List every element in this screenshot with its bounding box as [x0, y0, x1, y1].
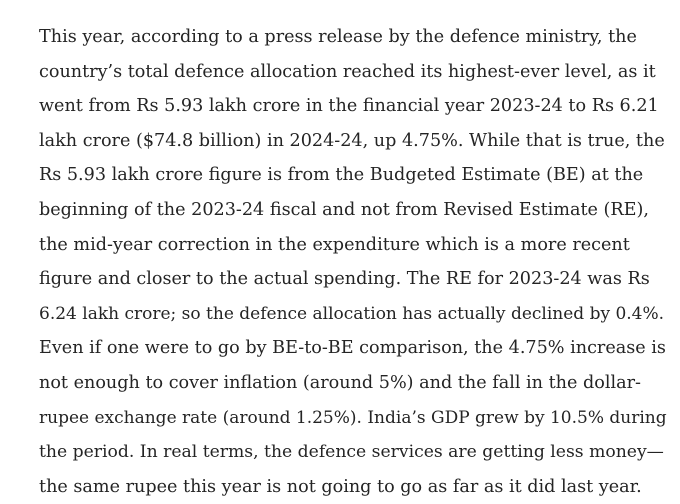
paragraph-line: This year, according to a press release …: [39, 27, 637, 47]
paragraph-line: the period. In real terms, the defence s…: [39, 442, 664, 463]
article-paragraph: This year, according to a press release …: [39, 20, 669, 504]
paragraph-line: Even if one were to go by BE-to-BE compa…: [39, 338, 666, 359]
paragraph-line: Rs 5.93 lakh crore figure is from the Bu…: [39, 165, 644, 186]
paragraph-line: 6.24 lakh crore; so the defence allocati…: [39, 303, 665, 324]
paragraph-line: the mid-year correction in the expenditu…: [39, 234, 630, 255]
paragraph-line: the same rupee this year is not going to…: [39, 476, 642, 497]
paragraph-line: country’s total defence allocation reach…: [39, 61, 656, 82]
paragraph-line: beginning of the 2023-24 fiscal and not …: [39, 199, 649, 220]
paragraph-line: went from Rs 5.93 lakh crore in the fina…: [39, 96, 659, 117]
paragraph-line: lakh crore ($74.8 billion) in 2024-24, u…: [39, 130, 665, 151]
paragraph-line: not enough to cover inflation (around 5%…: [39, 372, 641, 393]
paragraph-line: figure and closer to the actual spending…: [39, 269, 650, 290]
paragraph-line: rupee exchange rate (around 1.25%). Indi…: [39, 407, 667, 428]
